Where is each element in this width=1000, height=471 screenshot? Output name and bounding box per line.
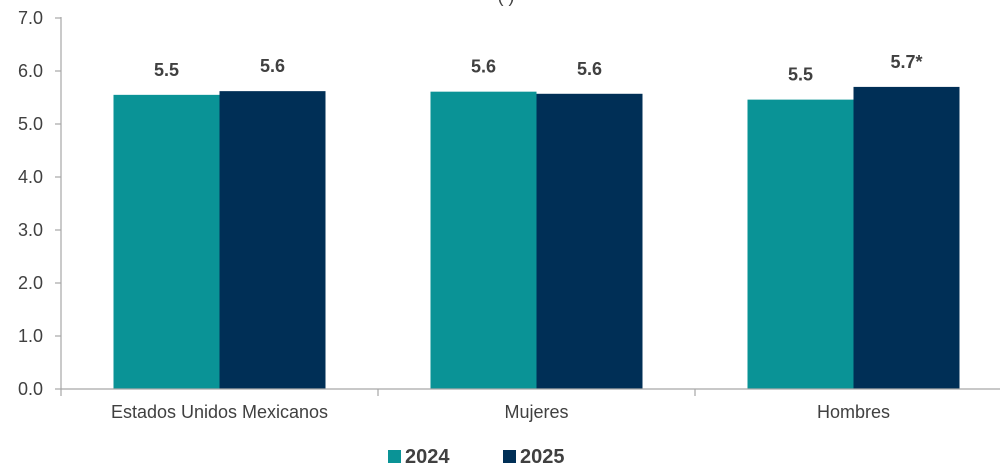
- legend-swatch-2024: [388, 450, 401, 463]
- y-tick-label: 7.0: [18, 8, 43, 28]
- data-label: 5.5: [788, 65, 813, 85]
- legend: 2024 2025: [388, 446, 565, 468]
- y-tick-label: 0.0: [18, 379, 43, 399]
- bar-2025-0: [219, 91, 326, 389]
- y-tick-label: 4.0: [18, 167, 43, 187]
- legend-label-2024: 2024: [405, 446, 450, 468]
- legend-swatch-2025: [503, 450, 516, 463]
- y-tick-label: 3.0: [18, 220, 43, 240]
- data-label: 5.6: [260, 56, 285, 76]
- category-label: Mujeres: [504, 402, 568, 422]
- category-label: Hombres: [817, 402, 890, 422]
- data-label: 5.5: [154, 60, 179, 80]
- x-axis: Estados Unidos Mexicanos Mujeres Hombres: [60, 388, 1000, 422]
- y-tick-label: 5.0: [18, 114, 43, 134]
- bar-2025-2: [853, 86, 960, 390]
- bar-2024-1: [430, 91, 537, 390]
- category-label: Estados Unidos Mexicanos: [111, 402, 328, 422]
- data-label: 5.6: [577, 59, 602, 79]
- y-tick-label: 2.0: [18, 273, 43, 293]
- y-tick-label: 6.0: [18, 61, 43, 81]
- data-label: 5.6: [471, 57, 496, 77]
- bar-2024-2: [747, 99, 854, 390]
- data-label: 5.7*: [890, 52, 922, 72]
- chart-title-fragment: ( ): [498, 0, 515, 6]
- y-axis: 0.0 1.0 2.0 3.0 4.0 5.0 6.0 7.0: [18, 8, 62, 399]
- bar-2024-0: [113, 94, 220, 389]
- data-labels: 5.5 5.6 5.6 5.6 5.5 5.7*: [154, 52, 923, 85]
- bars: [113, 86, 960, 390]
- bar-2025-1: [536, 93, 643, 389]
- legend-label-2025: 2025: [520, 446, 565, 468]
- y-tick-label: 1.0: [18, 326, 43, 346]
